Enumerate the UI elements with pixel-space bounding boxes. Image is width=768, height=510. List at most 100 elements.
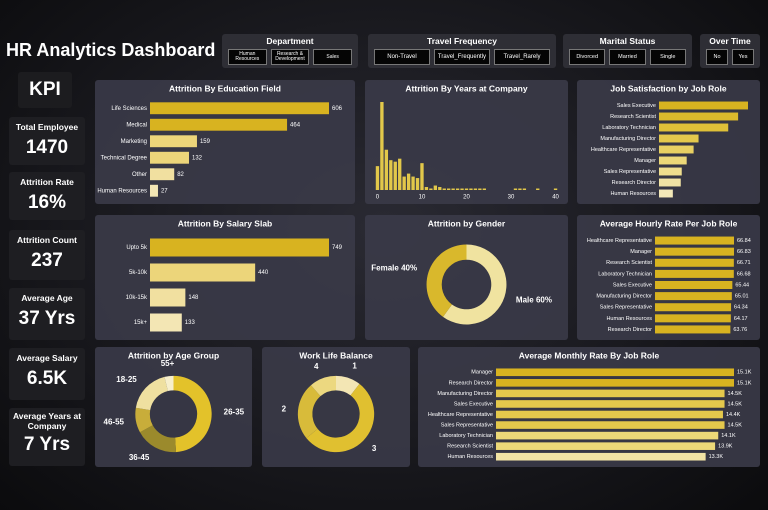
bar (424, 187, 429, 190)
bar (655, 236, 734, 245)
data-label: 15.1K (737, 380, 752, 386)
x-tick-label: 20 (463, 195, 470, 201)
category-label: Laboratory Technician (439, 433, 493, 439)
slicer: Over Time No Yes (700, 34, 760, 68)
slicer-option[interactable]: Travel_Rarely (494, 49, 550, 65)
kpi-label: Attrition Rate (20, 177, 74, 187)
category-label: Other (132, 172, 147, 178)
dashboard-title: HR Analytics Dashboard (6, 40, 216, 60)
slicer-option[interactable]: Divorced (569, 49, 606, 65)
data-label: 148 (188, 295, 199, 301)
category-label: Research Director (449, 380, 493, 386)
kpi-label: Average Age (21, 293, 73, 303)
slice-category: 36-45 (129, 453, 150, 462)
slicer-option[interactable]: Travel_Frequently (434, 49, 490, 65)
bar (659, 101, 748, 110)
donut-slice (135, 376, 168, 411)
bar (496, 389, 725, 398)
bar (496, 452, 706, 461)
slicer-option[interactable]: Married (609, 49, 646, 65)
category-label: 5k-10k (129, 270, 148, 276)
category-label: Laboratory Technician (602, 125, 656, 131)
slicer-title: Travel Frequency (427, 36, 497, 46)
bar (496, 379, 734, 387)
bar (460, 188, 464, 190)
slicer: Marital Status Divorced Married Single (563, 34, 692, 68)
slicer-option[interactable]: Single (649, 49, 686, 65)
kpi-card: Average Salary 6.5K (9, 348, 85, 400)
data-label: 14.5K (728, 401, 743, 407)
slice-label: 1 (352, 362, 357, 371)
chart-title: Average Hourly Rate Per Job Role (600, 218, 738, 228)
kpi-value: 7 Yrs (23, 434, 71, 455)
bar (429, 188, 433, 190)
chart-title: Attrition By Education Field (169, 83, 281, 93)
kpi-card: Average Years at Company 7 Yrs (9, 408, 85, 466)
slice-category: Male (516, 296, 534, 305)
bar (402, 176, 406, 190)
bar (518, 188, 522, 190)
bar (522, 188, 527, 190)
slice-label: 26-35 (224, 407, 245, 416)
bar (411, 176, 415, 190)
category-label: 10k-15k (126, 295, 148, 301)
slice-value: 60% (536, 296, 552, 305)
slicer-option[interactable]: Non-Travel (374, 49, 430, 65)
bar (455, 188, 460, 190)
data-label: 14.5K (728, 423, 743, 429)
bar (655, 314, 731, 323)
bar (433, 185, 438, 190)
bar (150, 238, 329, 257)
chart-title: Attrition By Years at Company (405, 83, 527, 93)
bar (482, 188, 486, 190)
chart-title: Average Monthly Rate By Job Role (519, 350, 660, 360)
bar (478, 188, 482, 190)
category-label: Upto 5k (126, 245, 148, 251)
category-label: Marketing (121, 139, 147, 145)
slicer-option[interactable]: Human Resources (228, 49, 267, 65)
kpi-card: Average Age 37 Yrs (9, 288, 85, 340)
category-label: Manufacturing Director (437, 391, 493, 397)
bar (659, 112, 739, 121)
slice-category: 46-55 (104, 417, 125, 426)
kpi-label: Attrition Count (17, 235, 77, 245)
kpi-value: 16% (27, 192, 67, 213)
data-label: 66.83 (737, 249, 751, 255)
data-label: 14.1K (721, 433, 736, 439)
slice-category: Female (371, 264, 399, 273)
bar (659, 156, 687, 165)
slicer-option[interactable]: Yes (732, 49, 754, 65)
kpi-label: Total Employee (15, 122, 79, 132)
bar (442, 188, 446, 190)
chart-title: Job Satisfaction by Job Role (610, 83, 726, 93)
slice-label: 55+ (161, 359, 175, 368)
kpi-value: 37 Yrs (18, 308, 76, 329)
chart-title: Attrition by Gender (428, 218, 506, 228)
category-label: Healthcare Representative (591, 147, 656, 153)
bar (655, 325, 731, 334)
bar (150, 102, 329, 115)
category-label: Healthcare Representative (428, 412, 493, 418)
data-label: 65.01 (735, 294, 749, 300)
bar (150, 263, 256, 282)
slice-label: 36-45 (129, 453, 150, 462)
bar (380, 102, 384, 190)
kpi-value: 237 (31, 250, 63, 271)
slice-category: 2 (282, 405, 287, 414)
chart-title: Work Life Balance (299, 350, 373, 360)
data-label: 63.76 (733, 327, 747, 333)
slicer-option[interactable]: Sales (313, 49, 353, 65)
category-label: Sales Executive (454, 401, 493, 407)
data-label: 464 (290, 122, 301, 128)
slicer-option[interactable]: Research & Development (270, 49, 310, 65)
slice-value: 40% (401, 264, 417, 273)
kpi-label: Average Years at Company (12, 411, 82, 431)
bar (496, 421, 725, 429)
slicer-option[interactable]: No (706, 49, 728, 65)
data-label: 13.3K (709, 454, 724, 460)
kpi-label: Average Salary (16, 353, 78, 363)
category-label: Research Director (612, 180, 656, 186)
bar (150, 313, 182, 332)
bar (659, 167, 682, 176)
